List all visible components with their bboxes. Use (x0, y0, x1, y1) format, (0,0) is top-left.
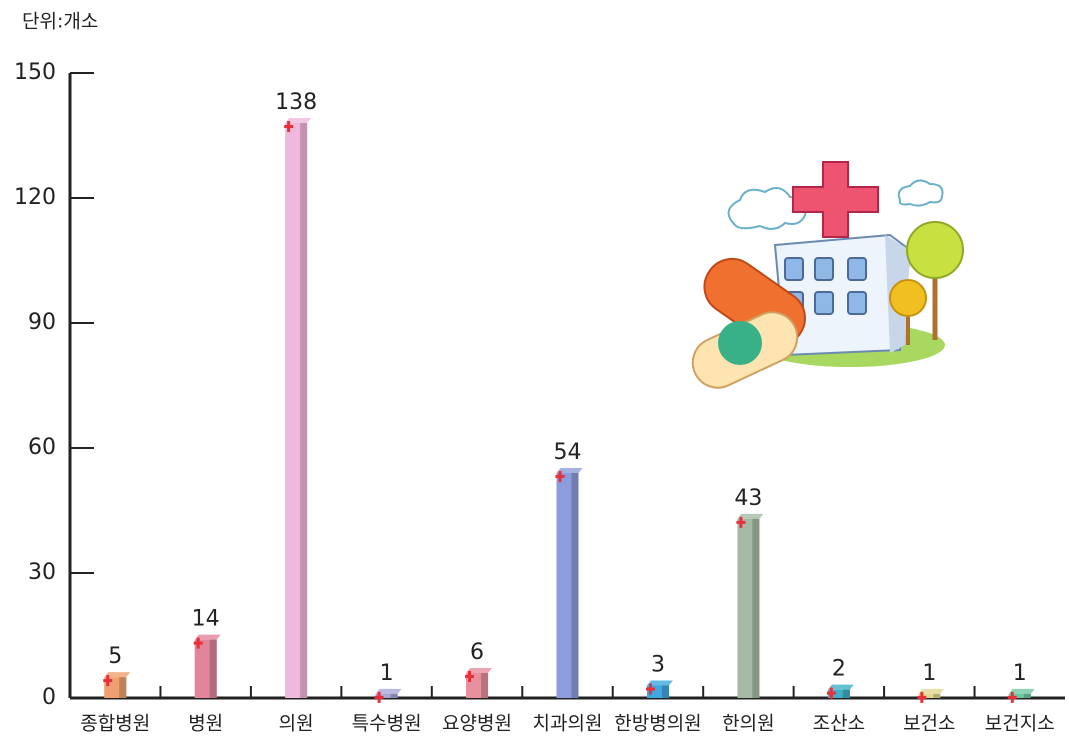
bar-cross (645, 683, 655, 695)
value-label: 1 (1013, 661, 1027, 686)
x-tick-label: 한방병의원 (614, 713, 701, 735)
bar-cross (284, 121, 294, 132)
bar-cross (555, 471, 565, 482)
bar-cross (917, 691, 927, 703)
bar-roof (918, 688, 945, 694)
bar-roof (194, 634, 221, 640)
y-tick-label: 60 (28, 435, 56, 460)
bar-side (209, 639, 217, 698)
x-tick-label: 병원 (188, 713, 223, 735)
value-label: 1 (380, 661, 394, 686)
bar-roof (285, 118, 312, 123)
value-label: 2 (832, 657, 846, 682)
bar-cross (465, 671, 475, 682)
x-tick-label: 의원 (279, 713, 314, 735)
x-tick-label: 보건지소 (985, 713, 1055, 735)
value-label: 5 (108, 644, 122, 669)
value-label: 6 (470, 640, 484, 665)
x-tick-label: 한의원 (722, 713, 774, 735)
bar-side (752, 518, 760, 698)
value-label: 138 (275, 90, 317, 115)
bar-side (933, 693, 941, 698)
bar-side (481, 673, 489, 698)
x-tick-label: 특수병원 (352, 713, 422, 735)
value-label: 3 (651, 653, 665, 678)
bar-cross (374, 691, 384, 703)
bar-cross (826, 687, 836, 699)
y-tick-label: 120 (14, 185, 56, 210)
bar-roof (466, 668, 493, 673)
y-tick-label: 150 (14, 60, 56, 85)
bar-side (300, 123, 308, 698)
bar-roof (556, 468, 583, 473)
x-tick-label: 치과의원 (533, 713, 603, 735)
bar-side (119, 677, 127, 698)
bar-roof (646, 680, 673, 686)
bar-roof (1008, 688, 1035, 694)
x-tick-label: 종합병원 (80, 713, 150, 735)
y-tick-label: 0 (42, 685, 56, 710)
illustration (691, 161, 964, 389)
bar-roof (104, 672, 131, 678)
bar-roof (737, 513, 764, 519)
bar (918, 693, 941, 698)
bar-cross (103, 675, 113, 687)
bar-side (390, 693, 398, 698)
y-tick-label: 90 (28, 310, 56, 335)
bar-cross (1007, 691, 1017, 703)
unit-label: 단위:개소 (22, 11, 98, 33)
value-label: 43 (734, 486, 762, 511)
x-tick-label: 조산소 (813, 713, 865, 735)
bar-side (661, 685, 669, 698)
value-label: 14 (192, 607, 220, 632)
bar-side (1023, 693, 1031, 698)
bar-side (842, 689, 850, 698)
bar-side (571, 473, 579, 698)
bar-roof (375, 688, 402, 694)
bar (375, 693, 398, 698)
value-label: 54 (554, 440, 582, 465)
bar-cross (193, 637, 203, 649)
bar-roof (827, 684, 854, 690)
bar-cross (736, 516, 746, 528)
y-tick-label: 30 (28, 560, 56, 585)
x-tick-label: 보건소 (903, 713, 955, 735)
bar (827, 689, 850, 698)
bar (1008, 693, 1031, 698)
x-tick-label: 요양병원 (442, 713, 512, 735)
value-label: 1 (922, 661, 936, 686)
